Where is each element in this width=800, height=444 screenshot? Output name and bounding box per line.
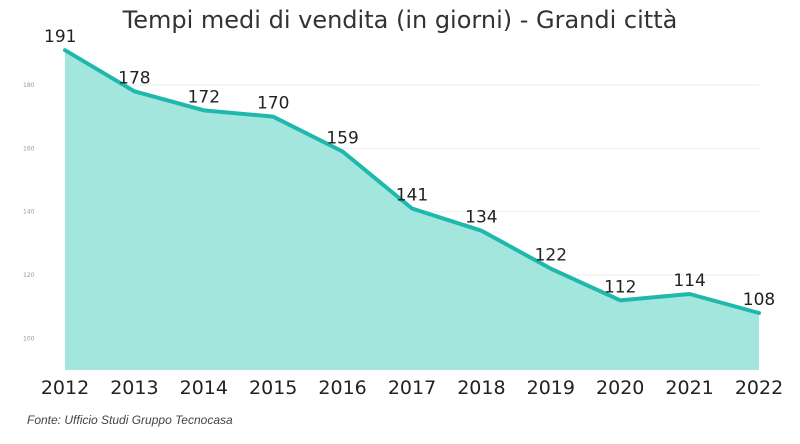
data-labels: 191 178 172 170 159 141 134 122 112 114 108 (44, 27, 775, 310)
data-label: 170 (257, 94, 289, 114)
y-tick-label: 180 (23, 82, 35, 89)
data-label: 172 (188, 87, 220, 107)
data-label: 122 (535, 246, 567, 266)
x-tick-label: 2019 (527, 377, 575, 399)
line-layer (63, 48, 761, 315)
data-label: 108 (743, 290, 775, 310)
source-note: Fonte: Ufficio Studi Gruppo Tecnocasa (27, 413, 233, 427)
data-label: 159 (326, 129, 358, 149)
data-label: 191 (44, 27, 76, 47)
data-label: 112 (604, 277, 636, 297)
x-tick-label: 2022 (735, 377, 783, 399)
data-label: 178 (118, 68, 150, 88)
x-tick-label: 2012 (41, 377, 89, 399)
y-tick-label: 140 (23, 209, 35, 216)
series-line (63, 48, 761, 315)
x-tick-label: 2016 (318, 377, 366, 399)
x-tick-label: 2018 (457, 377, 505, 399)
chart-title: Tempi medi di vendita (in giorni) - Gran… (122, 6, 678, 34)
x-tick-label: 2013 (110, 377, 158, 399)
x-tick-label: 2014 (180, 377, 228, 399)
data-label: 141 (396, 186, 428, 206)
x-tick-label: 2015 (249, 377, 297, 399)
x-tick-label: 2017 (388, 377, 436, 399)
y-tick-label: 120 (23, 272, 35, 279)
x-tick-label: 2021 (665, 377, 713, 399)
y-tick-label: 100 (23, 335, 35, 342)
y-axis-ticks: 100 120 140 160 180 (23, 82, 35, 342)
data-label: 134 (465, 208, 497, 228)
data-label: 114 (673, 271, 705, 291)
x-axis-ticks: 2012 2013 2014 2015 2016 2017 2018 2019 2020 2021… (41, 377, 783, 399)
y-tick-label: 160 (23, 145, 35, 152)
x-tick-label: 2020 (596, 377, 644, 399)
